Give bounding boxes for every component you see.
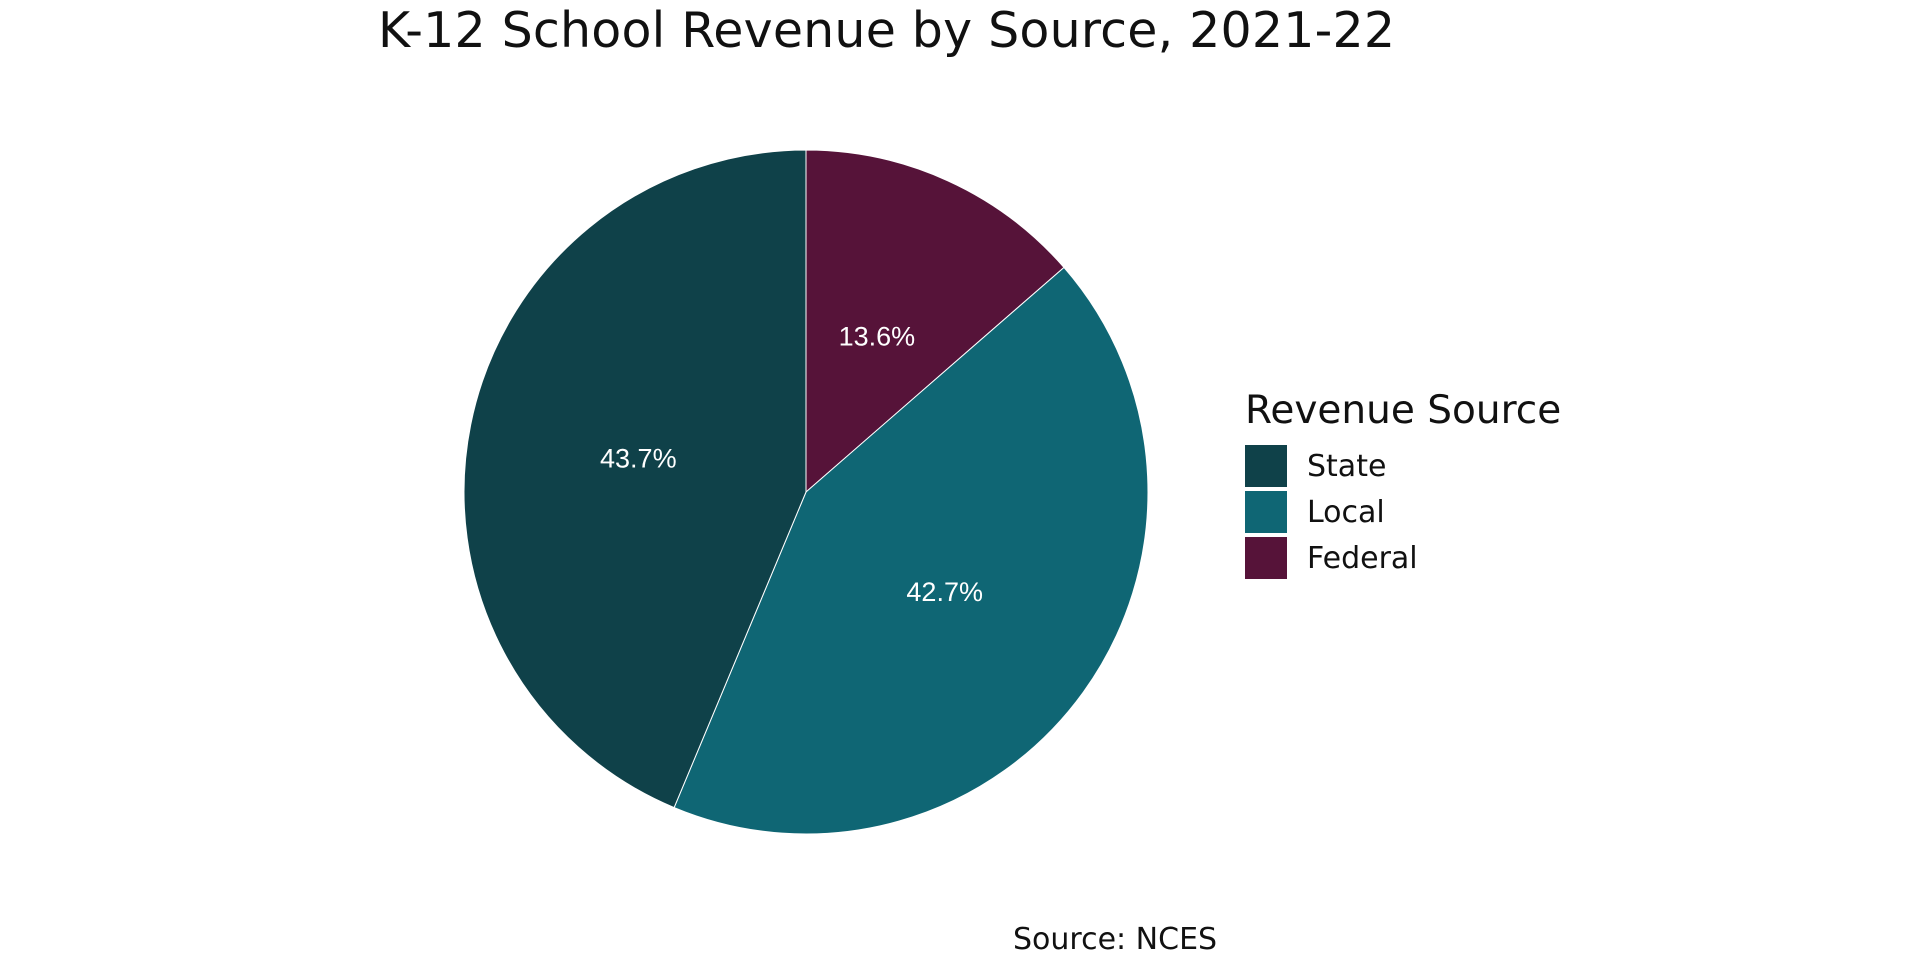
slice-label-federal: 13.6%	[839, 321, 916, 351]
legend-item-local: Local	[1245, 489, 1561, 535]
legend-item-federal: Federal	[1245, 535, 1561, 581]
slice-label-state: 43.7%	[600, 443, 677, 473]
chart-title: K-12 School Revenue by Source, 2021-22	[378, 2, 1396, 59]
legend-swatch-local	[1245, 491, 1287, 533]
pie-slices	[463, 149, 1149, 835]
legend: Revenue Source State Local Federal	[1245, 388, 1561, 581]
legend-label-federal: Federal	[1307, 540, 1418, 576]
pie-slice-state	[463, 149, 807, 809]
legend-swatch-federal	[1245, 537, 1287, 579]
pie-slice-local	[673, 266, 1149, 835]
pie-slice-federal	[805, 149, 1065, 494]
legend-title: Revenue Source	[1245, 388, 1562, 433]
legend-swatch-state	[1245, 445, 1287, 487]
source-caption: Source: NCES	[1013, 922, 1218, 957]
legend-item-state: State	[1245, 443, 1561, 489]
slice-label-local: 42.7%	[906, 577, 983, 607]
legend-label-state: State	[1307, 448, 1387, 484]
legend-label-local: Local	[1307, 494, 1385, 530]
pie-slice-labels: 13.6% 42.7% 43.7%	[600, 321, 983, 607]
